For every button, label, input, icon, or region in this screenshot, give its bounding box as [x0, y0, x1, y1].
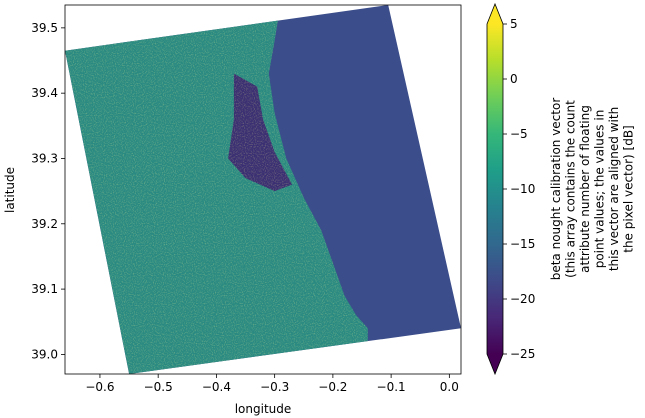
x-tick-label: −0.3	[260, 380, 289, 394]
colorbar-tick-label: −25	[510, 347, 535, 361]
land-speckle	[65, 5, 368, 374]
x-tick-label: −0.2	[318, 380, 347, 394]
x-tick-label: −0.5	[144, 380, 173, 394]
y-tick-label: 39.3	[31, 151, 58, 165]
colorbar-label-line: attribute number of floating	[578, 105, 592, 273]
colorbar-tick-label: −15	[510, 237, 535, 251]
y-tick-label: 39.2	[31, 217, 58, 231]
y-tick-label: 39.1	[31, 282, 58, 296]
x-tick-label: −0.4	[202, 380, 231, 394]
colorbar-label-line: point values; the values in	[593, 110, 607, 269]
colorbar-label-line: (this array contains the count	[564, 100, 578, 278]
colorbar-tick-label: −10	[510, 182, 535, 196]
colorbar-ticks: 5 0 −5 −10 −15 −20 −25	[503, 17, 535, 361]
x-axis-ticks: −0.6 −0.5 −0.4 −0.3 −0.2 −0.1 0.0	[85, 374, 459, 394]
colorbar-tick-label: −5	[510, 127, 528, 141]
colorbar-tick-label: −20	[510, 292, 535, 306]
x-tick-label: −0.1	[377, 380, 406, 394]
colorbar-gradient	[487, 24, 503, 354]
colorbar-label-line: beta nought calibration vector	[549, 98, 563, 281]
colorbar-tick-label: 5	[510, 17, 518, 31]
colorbar-extend-max	[487, 4, 503, 24]
x-tick-label: 0.0	[440, 380, 459, 394]
colorbar-label-line: this vector are aligned with	[607, 107, 621, 271]
y-axis-ticks: 39.0 39.1 39.2 39.3 39.4 39.5	[31, 21, 65, 361]
y-tick-label: 39.0	[31, 347, 58, 361]
y-tick-label: 39.4	[31, 86, 58, 100]
map-plot-area	[64, 4, 462, 375]
y-axis-label: latitude	[3, 167, 17, 213]
axes-frame	[64, 4, 462, 375]
colorbar-label: beta nought calibration vector (this arra…	[549, 98, 636, 281]
colorbar-tick-label: 0	[510, 72, 518, 86]
colorbar-label-line: the pixel vector) [dB]	[622, 125, 636, 253]
x-axis-label: longitude	[235, 402, 292, 416]
y-tick-label: 39.5	[31, 21, 58, 35]
sar-image	[65, 5, 461, 374]
colorbar-extend-min	[487, 354, 503, 374]
x-tick-label: −0.6	[85, 380, 114, 394]
colorbar: 5 0 −5 −10 −15 −20 −25 beta nought calibration…	[486, 2, 636, 376]
